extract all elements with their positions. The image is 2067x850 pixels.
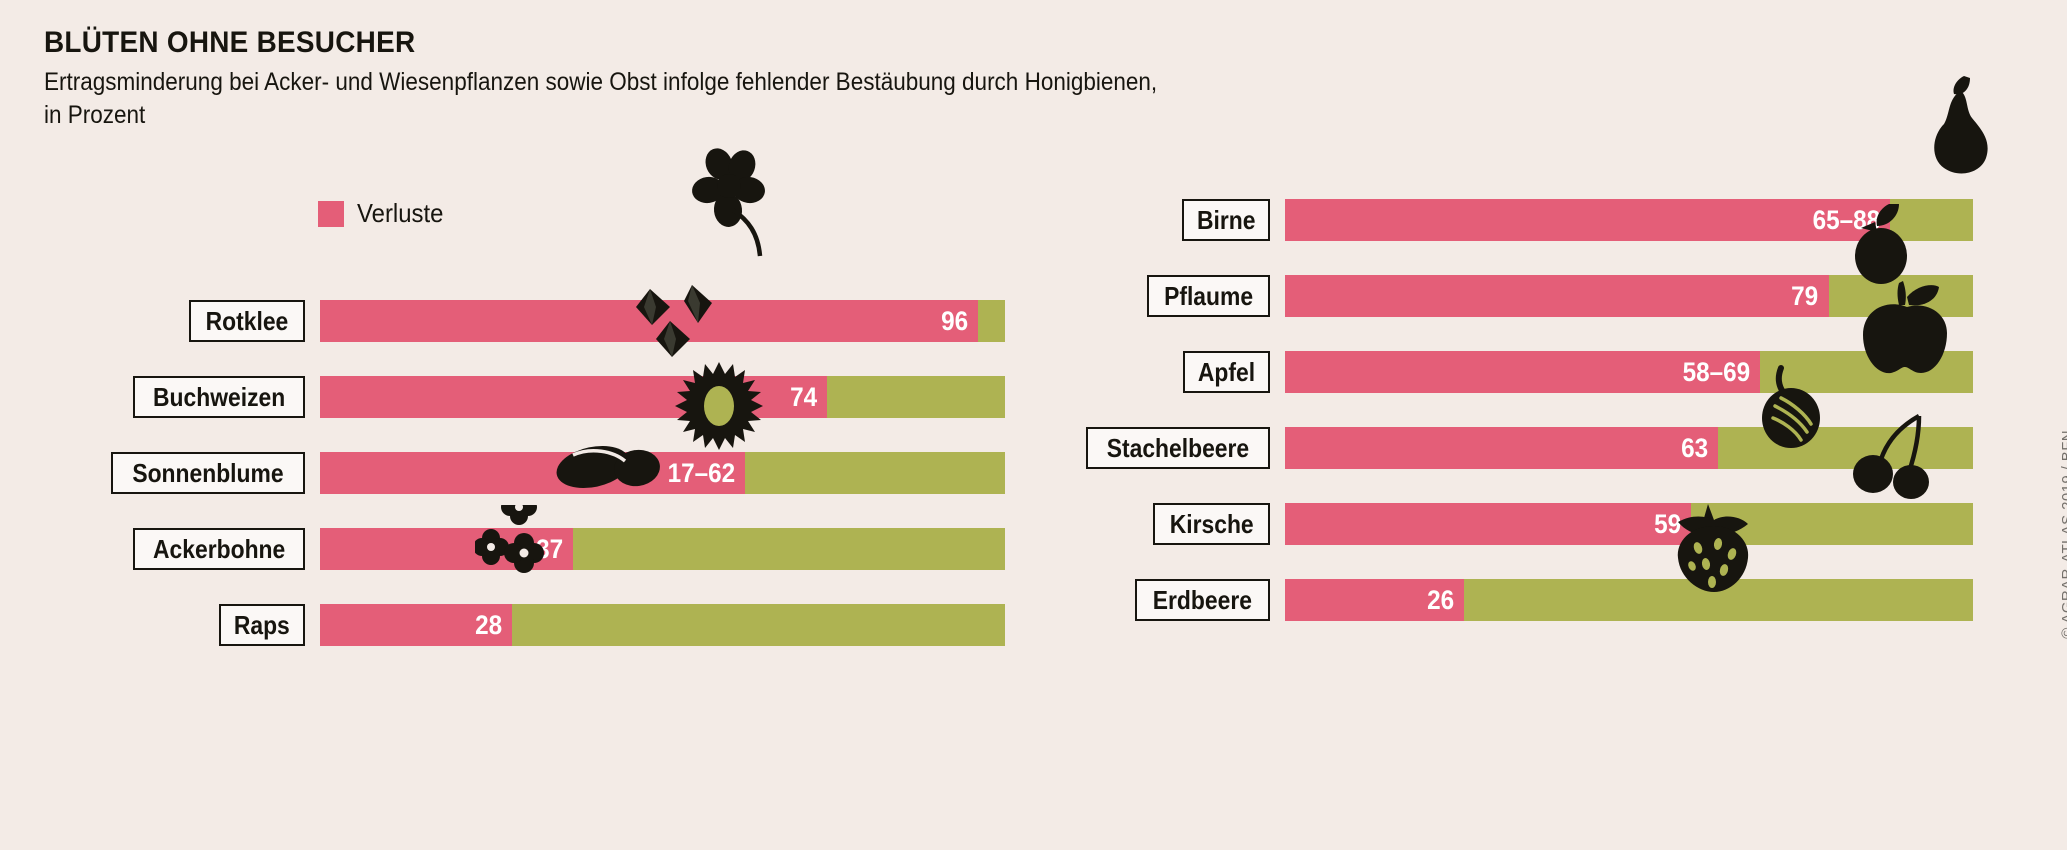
bar-category-label-text: Pflaume xyxy=(1163,280,1253,311)
bar-category-label: Birne xyxy=(1181,199,1270,241)
bar-fill-losses: 28 xyxy=(320,604,512,646)
bar-category-label-text: Stachelbeere xyxy=(1106,432,1250,463)
bar-value-label: 96 xyxy=(940,305,968,336)
bar-value-label: 26 xyxy=(1426,584,1454,615)
bar-track-remainder: 63 xyxy=(1285,427,1973,469)
bar-category-label-text: Erdbeere xyxy=(1153,584,1253,615)
bar-track-remainder: 79 xyxy=(1285,275,1973,317)
bar-fill-losses: 79 xyxy=(1285,275,1829,317)
legend-swatch-verluste xyxy=(318,200,344,227)
bar-value-label: 28 xyxy=(474,609,502,640)
bar-row: Apfel 58–69 xyxy=(0,351,2067,393)
credit-line: © AGRAR-ATLAS 2019 / BFN xyxy=(2059,430,2067,639)
bar-row: Birne 65–88 xyxy=(0,199,2067,241)
bar-category-label-text: Birne xyxy=(1196,204,1256,235)
bar-row: Erdbeere 26 xyxy=(0,579,2067,621)
bar-category-label: Apfel xyxy=(1183,351,1270,393)
bar-category-label-text: Rotklee xyxy=(205,305,289,336)
header: BLÜTEN OHNE BESUCHER Ertragsminderung be… xyxy=(44,26,1844,132)
bar-category-label: Kirsche xyxy=(1152,503,1270,545)
bar-category-label: Rotklee xyxy=(189,300,305,342)
bar-fill-losses: 17–62 xyxy=(320,452,745,494)
subtitle-line-1: Ertragsminderung bei Acker- und Wiesenpf… xyxy=(44,68,1158,96)
legend-label-verluste: Verluste xyxy=(357,198,444,228)
bar-fill-losses: 63 xyxy=(1285,427,1719,469)
bar-value-label: 17–62 xyxy=(667,457,735,488)
bar-category-label: Sonnenblume xyxy=(111,452,305,494)
bar-category-label: Erdbeere xyxy=(1135,579,1270,621)
bar-row: Raps 28 xyxy=(0,604,2067,646)
bar-track-remainder: 26 xyxy=(1285,579,1973,621)
bar-row: Kirsche 59 xyxy=(0,503,2067,545)
bar-category-label-text: Sonnenblume xyxy=(132,457,284,488)
bar-value-label: 63 xyxy=(1681,432,1709,463)
bar-value-label: 59 xyxy=(1653,508,1682,539)
bar-track-remainder: 65–88 xyxy=(1285,199,1973,241)
bar-row: Pflaume 79 xyxy=(0,275,2067,317)
bar-row: Sonnenblume 17–62 xyxy=(0,452,2067,494)
bar-track-remainder: 59 xyxy=(1285,503,1973,545)
bar-value-label: 65–88 xyxy=(1812,204,1881,235)
bar-fill-losses: 65–88 xyxy=(1285,199,1891,241)
bar-row: Stachelbeere 63 xyxy=(0,427,2067,469)
bar-track-remainder: 58–69 xyxy=(1285,351,1973,393)
bar-category-label-text: Ackerbohne xyxy=(152,533,285,564)
bar-category-label: Raps xyxy=(219,604,305,646)
bar-value-label: 74 xyxy=(789,381,817,412)
bar-category-label: Stachelbeere xyxy=(1086,427,1270,469)
bar-fill-losses: 59 xyxy=(1285,503,1691,545)
bar-track-remainder: 28 xyxy=(320,604,1005,646)
bar-category-label: Buchweizen xyxy=(132,376,305,418)
bar-fill-losses: 26 xyxy=(1285,579,1464,621)
bar-category-label-text: Buchweizen xyxy=(152,381,285,412)
bar-category-label-text: Raps xyxy=(234,609,291,640)
page-title: BLÜTEN OHNE BESUCHER xyxy=(44,26,416,59)
bar-category-label: Ackerbohne xyxy=(132,528,305,570)
bar-category-label: Pflaume xyxy=(1146,275,1270,317)
bar-value-label: 79 xyxy=(1791,280,1819,311)
bar-category-label-text: Apfel xyxy=(1197,356,1256,387)
bar-category-label-text: Kirsche xyxy=(1169,508,1254,539)
subtitle-line-2: in Prozent xyxy=(44,101,146,129)
chart-legend: Verluste xyxy=(318,198,451,229)
bar-track-remainder: 17–62 xyxy=(320,452,1005,494)
bar-fill-losses: 58–69 xyxy=(1285,351,1760,393)
bar-value-label: 58–69 xyxy=(1682,356,1750,387)
